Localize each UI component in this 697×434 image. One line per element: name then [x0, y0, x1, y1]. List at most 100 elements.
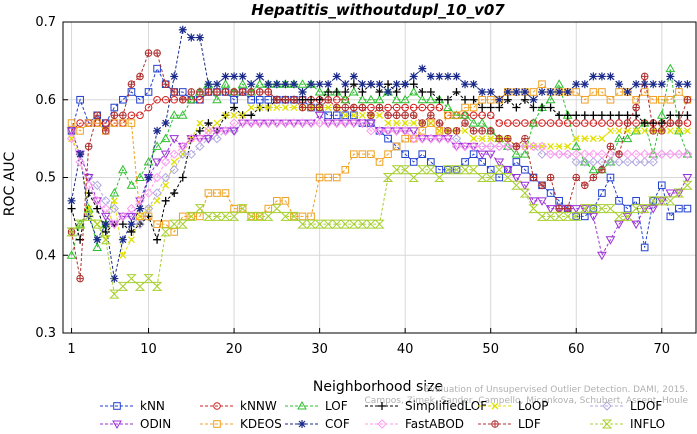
data-point	[486, 111, 495, 120]
data-point	[596, 204, 608, 214]
data-point-cross	[487, 127, 495, 135]
data-point	[495, 134, 504, 143]
data-point	[382, 173, 394, 182]
data-point	[512, 142, 521, 151]
data-point-cross	[521, 135, 529, 142]
data-point	[289, 119, 299, 129]
data-point	[571, 157, 581, 167]
data-point	[606, 173, 615, 182]
data-point	[615, 111, 624, 120]
data-point	[665, 149, 676, 159]
data-point	[375, 103, 384, 112]
data-point	[469, 95, 478, 104]
y-tick-label: 0.7	[35, 15, 56, 30]
data-point	[348, 86, 359, 96]
data-point	[332, 72, 341, 81]
data-point	[341, 87, 350, 96]
data-point	[491, 420, 499, 428]
data-point	[237, 204, 248, 214]
data-point	[220, 79, 231, 88]
data-point	[485, 173, 496, 182]
data-point	[357, 219, 368, 229]
data-point	[178, 141, 188, 152]
data-point	[598, 165, 606, 174]
data-point-cross	[675, 119, 683, 127]
data-point	[528, 204, 539, 214]
data-point	[144, 103, 153, 112]
data-point	[470, 135, 478, 143]
data-point	[546, 119, 555, 127]
data-point	[502, 166, 513, 175]
data-point	[683, 119, 692, 127]
data-point	[298, 95, 307, 104]
data-point	[315, 80, 324, 89]
data-point	[67, 119, 76, 127]
data-point	[297, 219, 308, 229]
data-point	[152, 172, 162, 183]
data-point	[375, 80, 384, 89]
data-point	[554, 149, 564, 159]
data-point	[322, 219, 334, 229]
data-point	[366, 94, 376, 104]
data-point	[245, 211, 257, 221]
data-point-cross	[624, 119, 631, 127]
data-point	[112, 420, 122, 430]
data-point	[461, 80, 470, 89]
data-point	[605, 157, 616, 167]
data-point-cross	[111, 112, 118, 119]
data-point	[648, 149, 658, 159]
data-point	[366, 119, 376, 129]
data-point	[409, 80, 418, 89]
data-point	[247, 95, 255, 104]
data-point	[118, 220, 127, 229]
data-point	[170, 88, 179, 96]
data-point	[85, 205, 93, 213]
data-point	[486, 103, 495, 112]
data-point	[246, 118, 256, 128]
data-point	[332, 173, 341, 182]
data-point	[264, 88, 273, 96]
data-point	[204, 119, 213, 128]
legend-item-inflo: INFLO	[590, 417, 665, 431]
data-point	[434, 173, 445, 182]
data-point	[486, 127, 495, 135]
data-point	[256, 104, 264, 111]
data-point	[494, 158, 505, 167]
data-point	[478, 95, 486, 104]
data-point	[401, 103, 409, 112]
data-point	[66, 250, 77, 259]
data-point	[221, 72, 230, 81]
data-point	[495, 95, 504, 104]
data-point	[220, 211, 231, 221]
data-point-cross	[607, 143, 614, 150]
data-point	[674, 80, 683, 89]
data-point	[110, 197, 118, 205]
data-point	[392, 142, 401, 151]
data-point	[675, 127, 683, 135]
data-point	[666, 72, 675, 81]
data-point	[110, 274, 119, 283]
y-tick-label: 0.4	[35, 248, 56, 263]
data-point	[615, 127, 623, 135]
data-point	[409, 72, 418, 81]
data-point	[160, 227, 171, 237]
y-tick-label: 0.6	[35, 93, 56, 108]
data-point	[76, 150, 85, 159]
data-point	[538, 80, 546, 89]
data-point	[572, 111, 581, 120]
data-point-cross	[119, 112, 127, 119]
data-point	[135, 219, 145, 229]
data-point	[554, 79, 564, 88]
data-point	[348, 119, 359, 129]
data-point	[606, 127, 614, 135]
data-point	[230, 111, 238, 119]
data-point	[358, 87, 367, 96]
data-point	[495, 103, 504, 112]
data-point	[468, 165, 479, 175]
data-point	[598, 189, 606, 197]
data-point	[100, 235, 111, 245]
data-point	[196, 95, 204, 104]
data-point	[350, 103, 358, 112]
data-point	[341, 103, 350, 112]
data-point	[589, 72, 598, 81]
